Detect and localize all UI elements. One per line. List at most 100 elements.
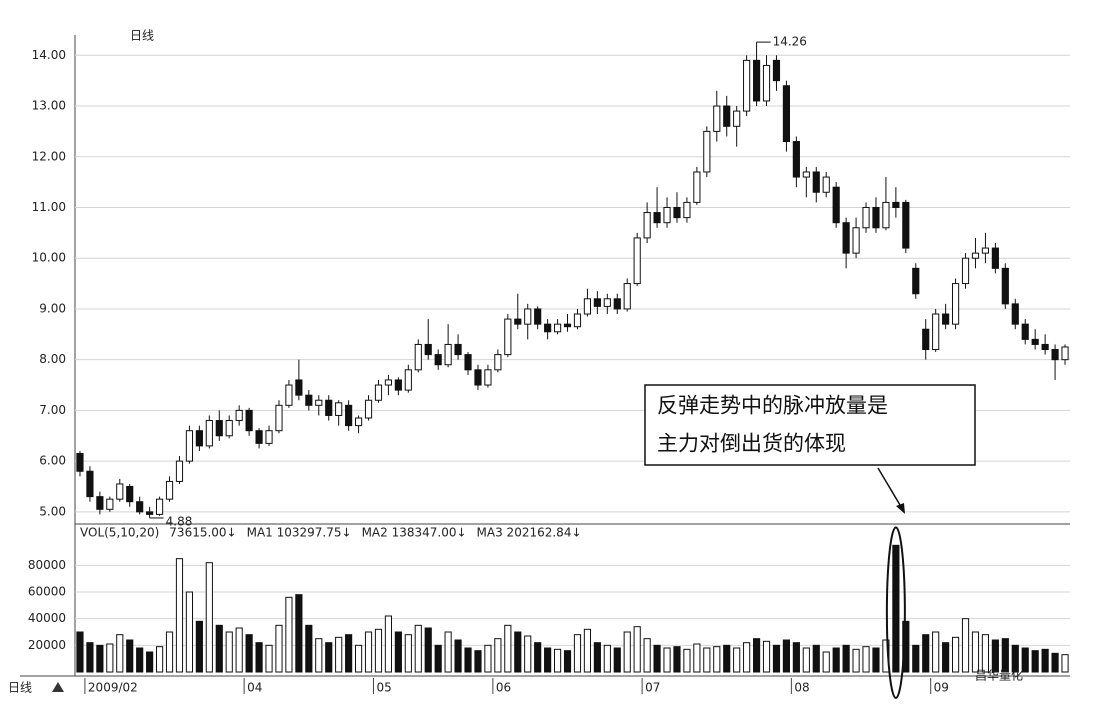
candle-body — [106, 498, 114, 510]
x-tick-label: 04 — [247, 681, 262, 695]
volume-bar — [235, 627, 243, 673]
candle-body — [1051, 349, 1059, 361]
candle-body — [414, 343, 422, 371]
volume-bar — [454, 639, 462, 673]
candle-body — [544, 323, 552, 333]
candle-body — [1021, 323, 1029, 340]
volume-bar — [345, 634, 353, 673]
chart-title: 日线 — [130, 29, 154, 43]
volume-bar — [195, 620, 203, 673]
candle-body — [613, 298, 621, 310]
candle-body — [703, 130, 711, 173]
candle-body — [354, 417, 363, 427]
candle-body — [603, 298, 611, 307]
candle-body — [1061, 346, 1069, 361]
y-tick-label: 8.00 — [39, 352, 66, 366]
volume-bar — [514, 631, 522, 673]
volume-bar — [981, 634, 990, 673]
candle-body — [384, 379, 393, 386]
candle-body — [743, 59, 751, 112]
volume-bar — [743, 642, 751, 673]
candle-body — [424, 343, 432, 356]
candle-body — [762, 64, 771, 102]
volume-bar — [275, 624, 283, 673]
volume-bar — [991, 639, 999, 673]
candle-body — [255, 430, 263, 444]
candle-body — [782, 85, 791, 143]
candle-body — [862, 206, 870, 229]
candle-body — [852, 227, 860, 254]
candle-body — [265, 430, 273, 444]
volume-tick-label: 60000 — [28, 585, 66, 599]
volume-bar — [673, 646, 681, 673]
annotation: 反弹走势中的脉冲放量是 主力对倒出货的体现 — [644, 384, 976, 514]
candle-body — [673, 206, 681, 219]
volume-bar — [76, 631, 84, 673]
volume-bar — [643, 638, 651, 673]
candle-body — [116, 483, 124, 500]
volume-bar — [603, 644, 611, 673]
volume-bar — [653, 644, 661, 673]
volume-bar — [862, 646, 870, 673]
candle-body — [275, 404, 283, 432]
y-tick-label: 9.00 — [39, 301, 66, 315]
volume-bar — [225, 631, 233, 673]
volume-bar — [563, 650, 572, 673]
volume-bar — [165, 631, 174, 673]
candle-body — [195, 430, 203, 447]
volume-bar — [1041, 648, 1049, 673]
watermark: 昌华量化 — [975, 669, 1023, 683]
candle-body — [981, 247, 990, 254]
candle-body — [832, 186, 840, 224]
candle-body — [434, 354, 442, 366]
y-tick-label: 14.00 — [32, 48, 66, 62]
period-label: 日线 — [8, 681, 32, 695]
candle-body — [683, 201, 691, 219]
y-tick-label: 11.00 — [32, 200, 66, 214]
candle-body — [345, 404, 353, 427]
volume-bar — [752, 638, 761, 673]
candle-body — [912, 267, 920, 295]
candle-body — [1041, 343, 1049, 351]
volume-bar — [772, 644, 781, 673]
candle-body — [752, 59, 761, 102]
volume-bar — [106, 643, 114, 673]
volume-bar — [504, 624, 512, 673]
volume-bar — [444, 631, 452, 673]
candle-body — [454, 343, 462, 356]
volume-bar — [961, 618, 970, 673]
volume-bar — [713, 646, 721, 673]
candle-body — [583, 298, 592, 315]
candle-body — [882, 201, 890, 229]
volume-bar — [832, 647, 840, 673]
candle-body — [563, 323, 572, 328]
candle-body — [514, 318, 522, 325]
candle-body — [494, 354, 502, 371]
y-tick-label: 5.00 — [39, 504, 66, 518]
volume-bar — [693, 643, 701, 673]
volume-bar — [155, 646, 164, 673]
volume-bar — [265, 644, 273, 673]
volume-bar — [802, 647, 810, 673]
volume-bar — [285, 596, 293, 673]
candle-body — [991, 247, 999, 269]
candle-body — [335, 402, 343, 416]
volume-bar — [971, 631, 980, 673]
volume-bar — [215, 624, 223, 673]
volume-bar — [912, 644, 920, 673]
volume-bar — [175, 558, 184, 673]
low-label: 4.88 — [166, 514, 193, 528]
candle-body — [444, 343, 452, 366]
volume-bar — [663, 647, 671, 673]
candle-body — [951, 283, 960, 325]
volume-bar — [414, 624, 422, 673]
candle-body — [733, 110, 741, 127]
candle-body — [464, 354, 472, 371]
volume-bar — [723, 644, 731, 673]
volume-bar — [126, 639, 134, 673]
volume-bar — [295, 594, 303, 673]
volume-bar — [733, 647, 741, 673]
volume-bar — [623, 631, 631, 673]
